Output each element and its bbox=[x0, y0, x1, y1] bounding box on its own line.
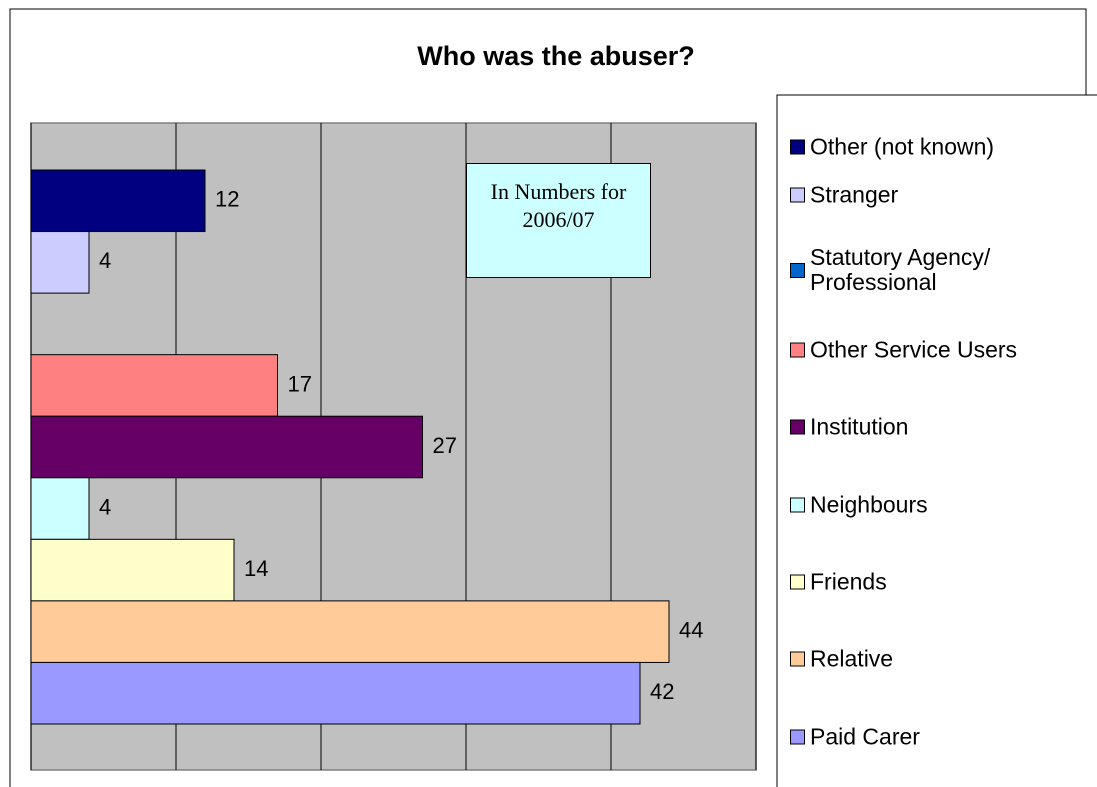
legend-swatch bbox=[790, 342, 805, 358]
data-label: 17 bbox=[288, 371, 312, 396]
data-label: 27 bbox=[433, 433, 457, 458]
legend-label: Paid Carer bbox=[810, 723, 920, 750]
bar bbox=[30, 600, 670, 663]
legend-swatch bbox=[790, 187, 805, 203]
legend-swatch bbox=[790, 262, 805, 278]
data-label: 42 bbox=[650, 679, 674, 704]
legend-item: Friends bbox=[790, 568, 1090, 595]
legend-box bbox=[776, 94, 1097, 787]
legend-label: Neighbours bbox=[810, 491, 928, 518]
legend-label: Friends bbox=[810, 568, 887, 595]
data-label: 12 bbox=[215, 187, 239, 212]
legend-item: Stranger bbox=[790, 181, 1090, 208]
data-label: 14 bbox=[244, 556, 268, 581]
legend-label: Institution bbox=[810, 413, 909, 440]
legend-item: Institution bbox=[790, 413, 1090, 440]
legend-item: Statutory Agency/ Professional bbox=[790, 245, 1090, 295]
legend-item: Relative bbox=[790, 645, 1090, 672]
bar bbox=[30, 169, 206, 233]
legend-label: Stranger bbox=[810, 181, 899, 208]
bar bbox=[30, 538, 235, 602]
legend-item: Paid Carer bbox=[790, 723, 1090, 750]
legend-swatch bbox=[790, 729, 805, 745]
legend-label: Other (not known) bbox=[810, 133, 995, 160]
legend-label: Other Service Users bbox=[810, 336, 1018, 363]
legend-swatch bbox=[790, 497, 805, 513]
bar bbox=[30, 661, 641, 725]
legend-swatch bbox=[790, 139, 805, 155]
data-label: 44 bbox=[679, 617, 703, 642]
bar bbox=[30, 415, 423, 479]
legend-label: Statutory Agency/ Professional bbox=[810, 244, 991, 295]
annotation: In Numbers for 2006/07 bbox=[466, 163, 651, 278]
legend-swatch bbox=[790, 574, 805, 590]
bar bbox=[30, 231, 90, 294]
legend-label: Relative bbox=[810, 645, 894, 672]
bar bbox=[30, 354, 278, 417]
legend-item: Neighbours bbox=[790, 491, 1090, 518]
bar bbox=[30, 477, 90, 540]
legend-item: Other Service Users bbox=[790, 336, 1090, 363]
data-label: 4 bbox=[99, 248, 111, 273]
data-label: 4 bbox=[99, 494, 111, 519]
legend-item: Other (not known) bbox=[790, 133, 1090, 160]
chart-title: Who was the abuser? bbox=[417, 41, 695, 71]
legend-swatch bbox=[790, 419, 805, 435]
legend-swatch bbox=[790, 651, 805, 667]
